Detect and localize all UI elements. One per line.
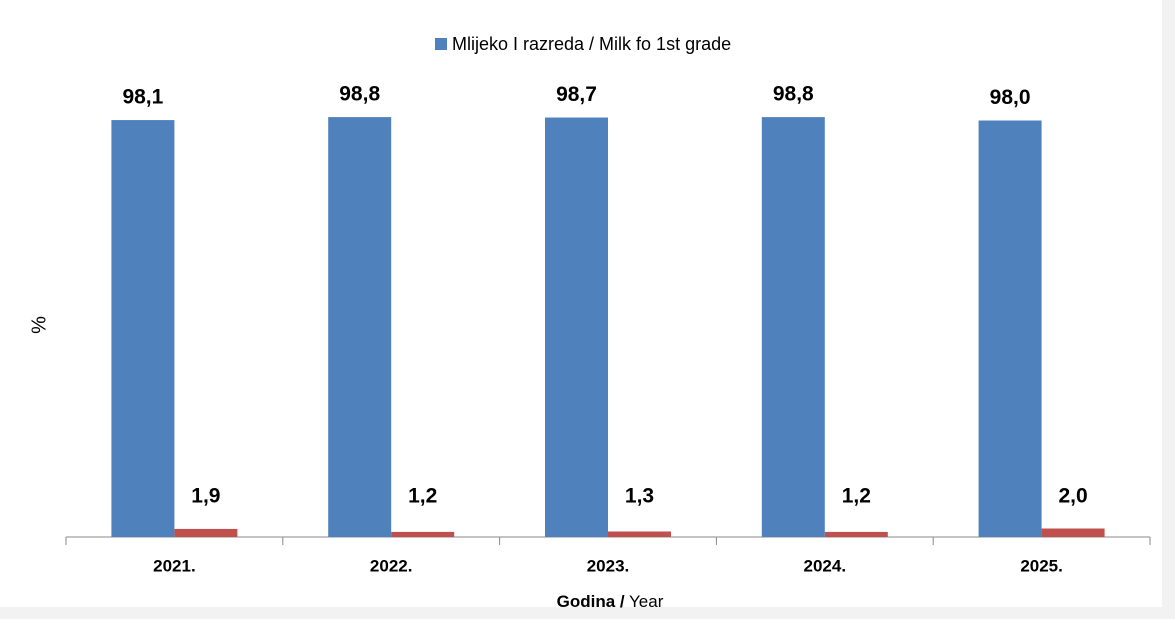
x-tick-label: 2022. <box>370 556 413 575</box>
legend-label: Mlijeko I razreda / Milk fo 1st grade <box>452 34 731 54</box>
bar <box>111 120 175 537</box>
data-label: 98,0 <box>990 86 1031 109</box>
bar <box>978 120 1042 537</box>
x-axis-label-normal: Year <box>629 592 664 611</box>
bar <box>824 531 888 537</box>
bar <box>545 117 608 538</box>
y-axis-label: % <box>28 316 50 334</box>
x-axis-label-bold: Godina / <box>557 592 625 611</box>
bar <box>761 117 825 537</box>
x-tick-label: 2021. <box>153 556 196 575</box>
x-axis-label: Godina / Year <box>557 592 664 611</box>
bar <box>608 531 671 537</box>
data-label: 1,9 <box>191 485 220 508</box>
x-tick-label: 2025. <box>1020 556 1063 575</box>
bar <box>328 117 392 537</box>
x-tick-label: 2023. <box>587 556 630 575</box>
data-label: 1,2 <box>408 485 437 508</box>
data-label: 98,8 <box>339 83 380 106</box>
legend-swatch <box>435 38 447 50</box>
bar <box>391 531 455 537</box>
data-label: 98,7 <box>556 83 597 106</box>
data-label: 1,3 <box>625 485 654 508</box>
bar <box>1041 528 1105 537</box>
bar <box>174 528 238 537</box>
data-label: 98,8 <box>773 83 814 106</box>
data-label: 1,2 <box>842 485 871 508</box>
data-label: 98,1 <box>122 86 163 109</box>
x-tick-label: 2024. <box>804 556 847 575</box>
data-label: 2,0 <box>1058 485 1087 508</box>
